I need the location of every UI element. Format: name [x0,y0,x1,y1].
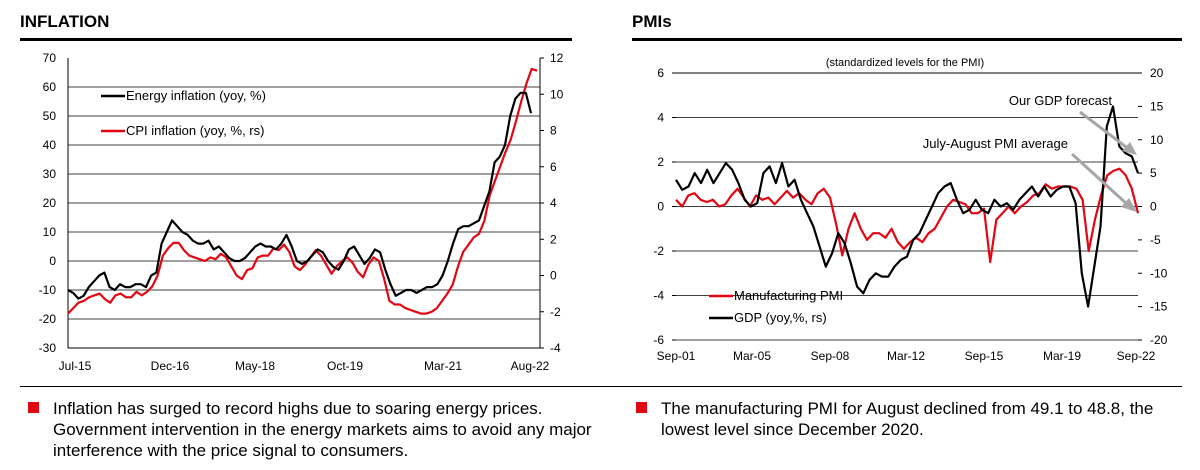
inflation-x-tick-label: May-18 [235,359,275,373]
inflation-y2-tick-label: 8 [550,124,557,138]
inflation-y-tick-label: -30 [39,341,57,355]
inflation-y-tick-label: -20 [39,312,57,326]
pmi-y-tick-label: 6 [657,66,664,80]
pmi-x-tick-label: Mar-19 [1043,349,1081,363]
annotation-gdp-arrow [1079,110,1131,152]
inflation-y-tick-label: 60 [43,80,57,94]
pmi-y2-tick-label: 10 [1150,133,1164,147]
pmi-x-tick-label: Mar-05 [733,349,771,363]
bullet-right-square-icon [636,402,647,413]
bullet-left: Inflation has surged to record highs due… [28,398,598,461]
pmi-title: PMIs [632,12,672,31]
pmi-y-tick-label: 2 [657,155,664,169]
inflation-y-tick-label: 50 [43,109,57,123]
inflation-x-tick-label: Jul-15 [59,359,92,373]
inflation-y2-tick-label: 12 [550,51,564,65]
pmi-y2-tick-label: -5 [1150,233,1161,247]
bullet-left-text: Inflation has surged to record highs due… [53,399,592,460]
pmi-subtitle: (standardized levels for the PMI) [826,57,984,69]
annotation-pmi-average: July-August PMI average [923,136,1068,151]
annotation-pmi-arrow [1070,152,1130,207]
inflation-title-rule [20,38,572,41]
legend-cpi-label: CPI inflation (yoy, %, rs) [126,123,264,138]
annotation-pmi-arrowhead-icon [1121,198,1137,212]
pmi-x-tick-label: Sep-01 [657,349,696,363]
pmi-x-tick-label: Sep-08 [811,349,850,363]
inflation-title: INFLATION [20,12,110,31]
inflation-y-tick-label: 70 [43,51,57,65]
pmi-y-tick-label: 4 [657,111,664,125]
manufacturing-pmi-series-line [675,167,1140,264]
pmi-y-tick-label: -6 [653,333,664,347]
inflation-y-tick-label: 0 [49,254,56,268]
legend-energy-label: Energy inflation (yoy, %) [126,88,266,103]
bullet-right: The manufacturing PMI for August decline… [636,398,1196,440]
pmi-y-tick-label: -2 [653,244,664,258]
legend-gdp-label: GDP (yoy,%, rs) [734,310,827,325]
inflation-x-tick-label: Dec-16 [151,359,190,373]
inflation-y-tick-label: 40 [43,138,57,152]
pmi-y2-tick-label: 20 [1150,66,1164,80]
pmi-title-rule [632,38,1182,41]
inflation-y2-tick-label: -4 [550,341,561,355]
bullet-right-text: The manufacturing PMI for August decline… [661,399,1154,439]
inflation-y2-tick-label: 2 [550,232,557,246]
inflation-y-tick-label: 20 [43,196,57,210]
pmi-y2-tick-label: -20 [1150,333,1168,347]
pmi-x-tick-label: Sep-22 [1117,349,1156,363]
pmi-y-tick-label: -4 [653,289,664,303]
inflation-y2-tick-label: 10 [550,87,564,101]
inflation-x-tick-label: Oct-19 [327,359,363,373]
inflation-y-tick-label: 10 [43,225,57,239]
pmi-y2-tick-label: -10 [1150,266,1168,280]
pmi-y2-tick-label: -15 [1150,300,1168,314]
annotation-gdp-forecast: Our GDP forecast [1009,93,1112,108]
annotation-gdp-arrowhead-icon [1122,142,1137,155]
inflation-y2-tick-label: -2 [550,305,561,319]
inflation-x-tick-label: Mar-21 [424,359,462,373]
inflation-y2-tick-label: 0 [550,269,557,283]
pmi-y2-tick-label: 0 [1150,200,1157,214]
pmi-x-tick-label: Mar-12 [887,349,925,363]
legend-pmi-label: Manufacturing PMI [734,288,843,303]
inflation-y-tick-label: 30 [43,167,57,181]
inflation-y-tick-label: -10 [39,283,57,297]
gdp-series-line [675,105,1140,308]
bullet-left-square-icon [28,402,39,413]
cpi-inflation-series-line [67,67,538,315]
energy-inflation-series-line [67,91,533,300]
pmi-y-tick-label: 0 [657,200,664,214]
pmi-x-tick-label: Sep-15 [965,349,1004,363]
inflation-y2-tick-label: 4 [550,196,557,210]
bottom-rule [20,386,1182,387]
pmi-y2-tick-label: 15 [1150,99,1164,113]
inflation-x-tick-label: Aug-22 [511,359,550,373]
pmi-y2-tick-label: 5 [1150,166,1157,180]
inflation-y2-tick-label: 6 [550,160,557,174]
